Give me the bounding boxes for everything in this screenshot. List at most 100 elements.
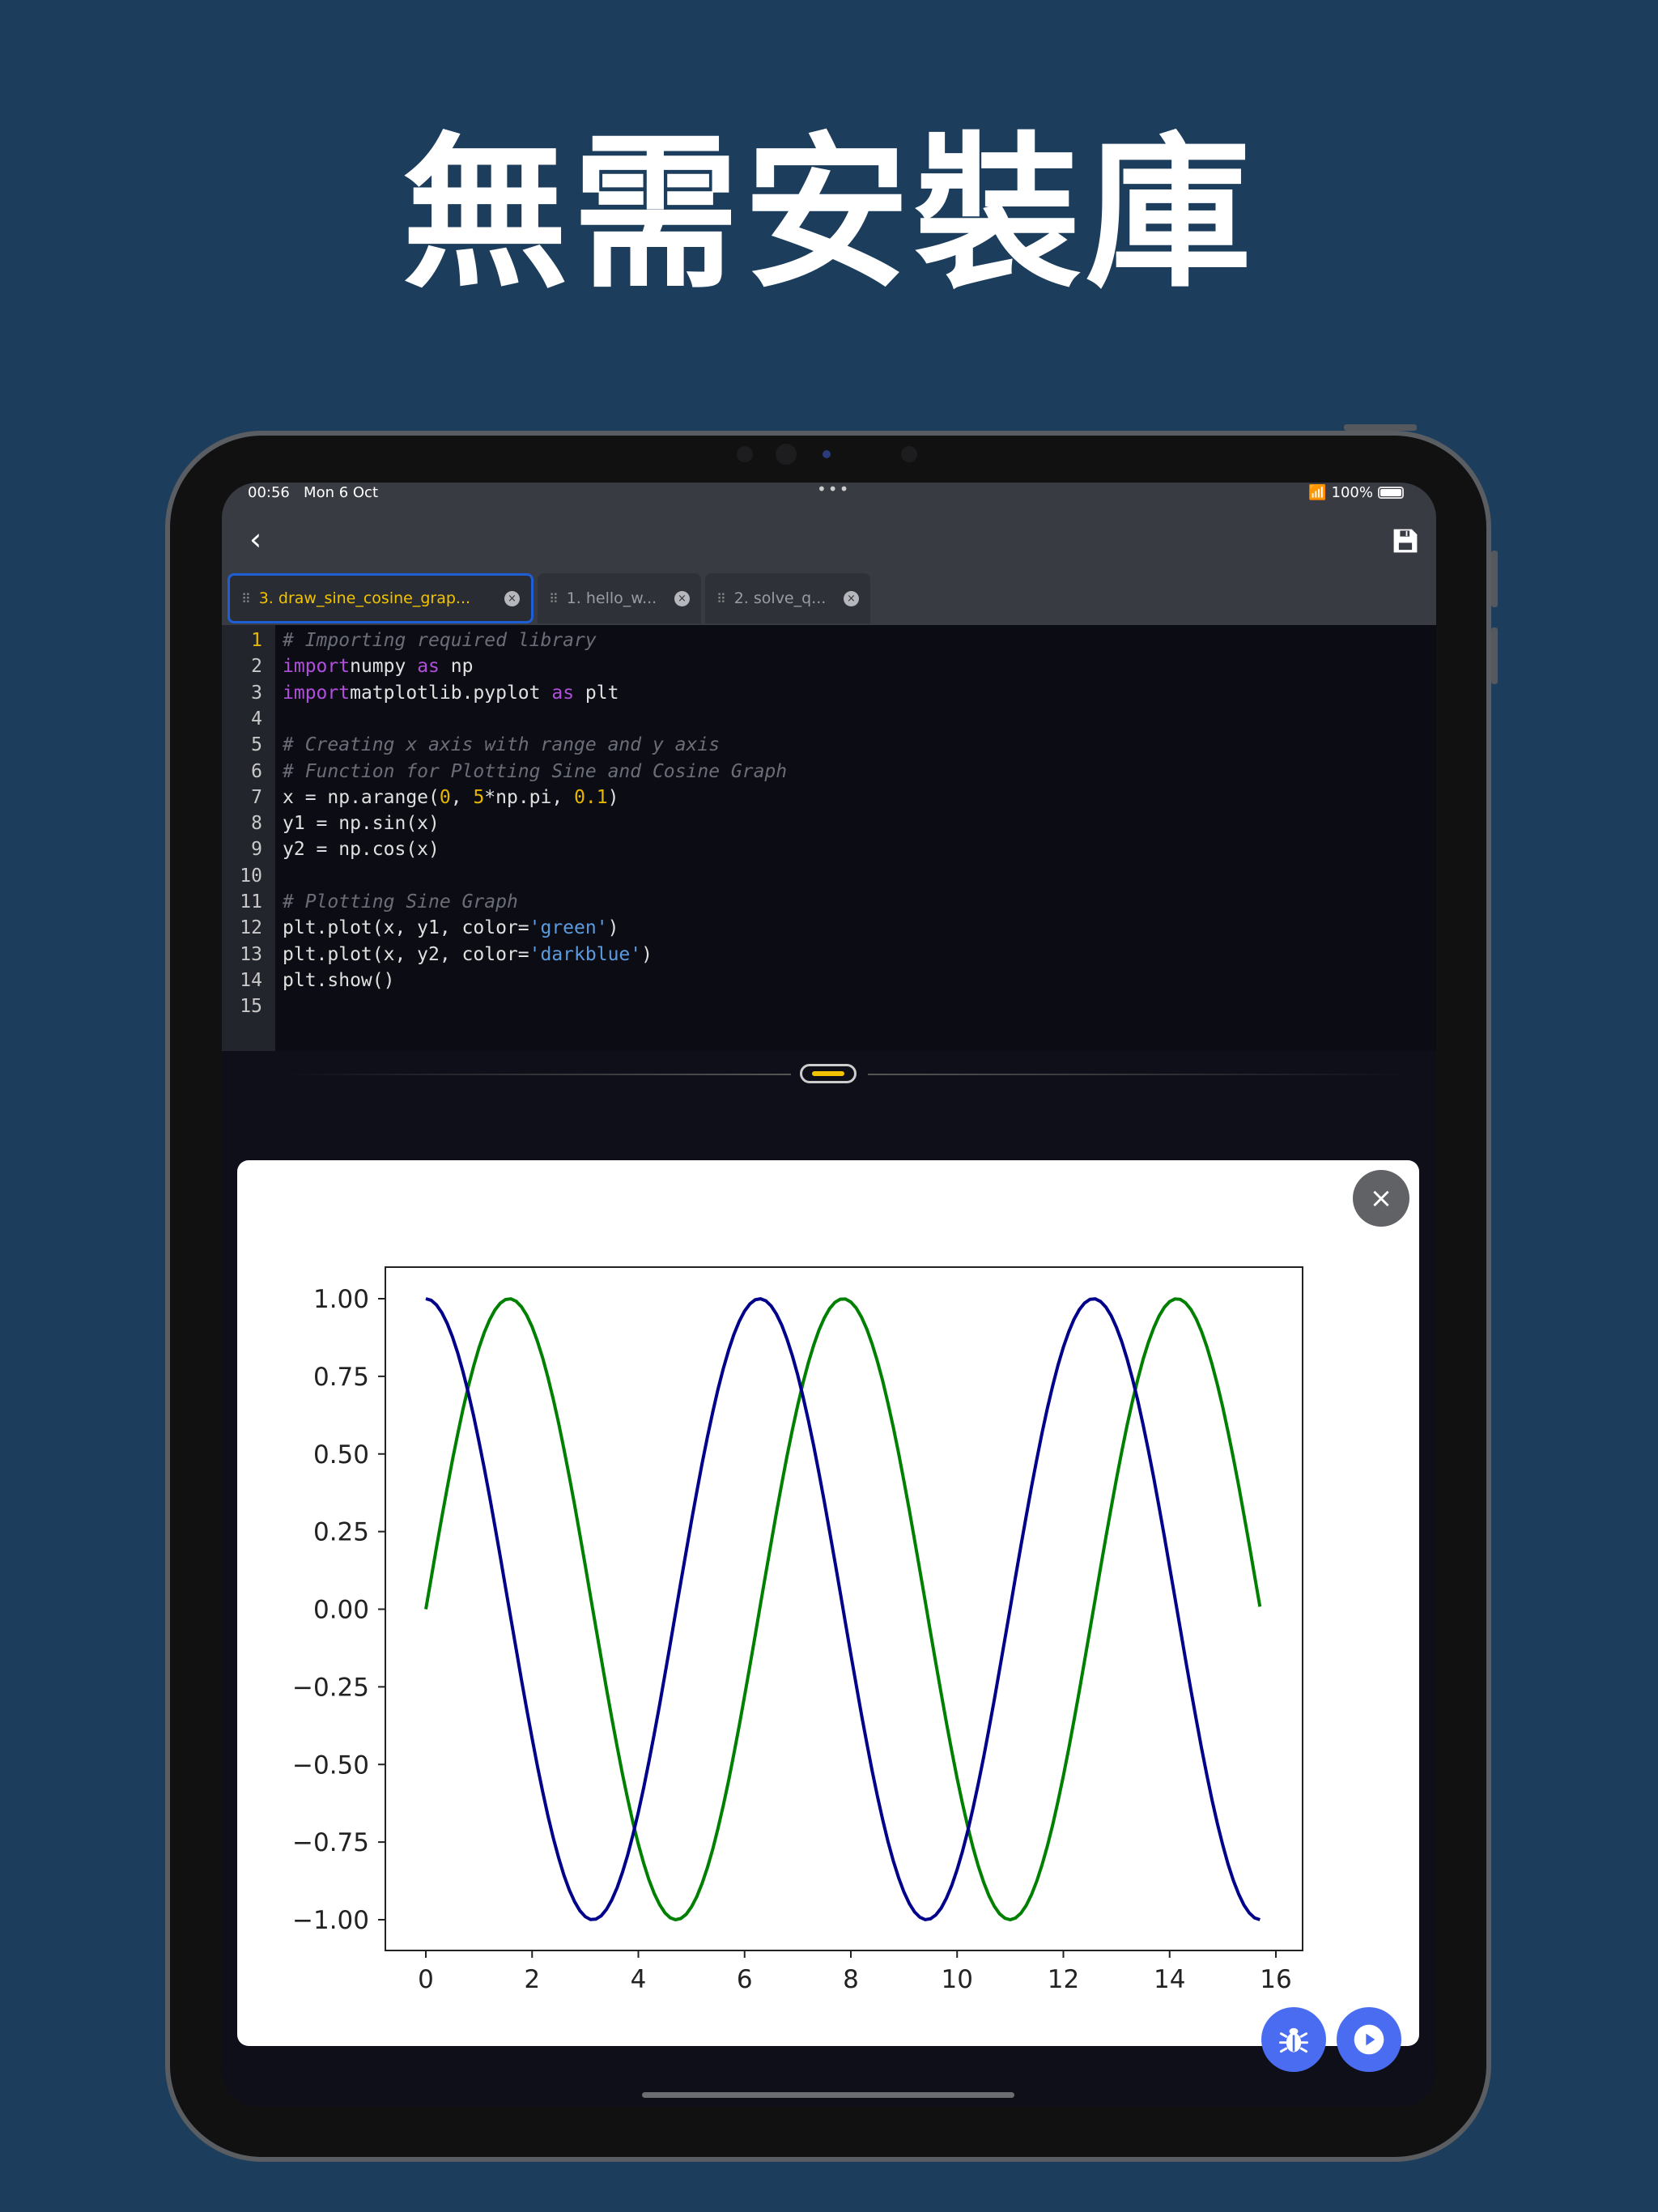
y-tick-label: −1.00 <box>292 1906 369 1935</box>
top-button <box>1344 424 1417 431</box>
code-token: # Creating x axis with range and y axis <box>283 734 721 756</box>
line-number: 5 <box>251 734 262 756</box>
code-line: # Creating x axis with range and y axis <box>283 734 720 755</box>
code-token: ) <box>607 917 619 939</box>
code-editor[interactable]: 1 # Importing required library 2 importnump… <box>222 625 1436 1051</box>
tab-label: 2. solve_q... <box>733 589 827 607</box>
y-tick-label: 0.25 <box>313 1518 369 1547</box>
code-token: 0 <box>439 786 451 808</box>
bug-icon <box>1279 2027 1308 2053</box>
line-number: 7 <box>251 786 262 808</box>
code-token: # Function for Plotting Sine and Cosine … <box>283 760 788 782</box>
divider <box>868 1074 1410 1075</box>
tab-close-icon[interactable]: × <box>844 590 859 606</box>
drag-handle-icon[interactable]: ⠿ <box>549 590 559 606</box>
camera-icon <box>776 444 797 465</box>
code-token: 5 <box>473 786 485 808</box>
tab-2[interactable]: ⠿ 1. hello_w... × <box>538 573 701 623</box>
tab-3[interactable]: ⠿ 2. solve_q... × <box>705 573 870 623</box>
code-token: *np.pi, <box>484 786 575 808</box>
x-tick-label: 10 <box>942 1965 973 1994</box>
save-button[interactable] <box>1391 526 1420 555</box>
line-number: 4 <box>251 708 262 730</box>
divider <box>283 1074 791 1075</box>
x-tick-label: 4 <box>631 1965 647 1994</box>
close-output-button[interactable]: × <box>1353 1170 1409 1227</box>
drag-handle-icon[interactable]: ⠿ <box>241 590 251 606</box>
code-token: import <box>283 682 351 704</box>
code-token: # Plotting Sine Graph <box>283 891 518 912</box>
code-token: 0.1 <box>574 786 608 808</box>
code-token: plt.plot(x, y2, color= <box>283 943 529 965</box>
sin-series-line <box>424 1297 1262 1922</box>
tab-label: 3. draw_sine_cosine_grap... <box>258 589 471 607</box>
code-line: plt.plot(x, y1, color='green') <box>283 917 619 938</box>
cos-series-line <box>425 1297 1261 1921</box>
code-line: x = np.arange(0, 5*np.pi, 0.1) <box>283 787 619 808</box>
tab-label: 1. hello_w... <box>566 589 657 607</box>
code-token: # Importing required library <box>283 630 597 651</box>
tab-close-icon[interactable]: × <box>504 590 520 606</box>
code-line: plt.show() <box>283 970 394 991</box>
floppy-disk-icon <box>1393 529 1418 553</box>
code-line: y1 = np.sin(x) <box>283 813 440 834</box>
code-token: import <box>283 656 351 678</box>
tab-close-icon[interactable]: × <box>674 590 690 606</box>
line-number: 11 <box>240 891 262 912</box>
sensor-icon <box>737 446 753 462</box>
multitask-dots-icon[interactable]: ••• <box>817 483 851 499</box>
file-tabs: ⠿ 3. draw_sine_cosine_grap... × ⠿ 1. hello_w… <box>227 573 870 623</box>
code-token: ) <box>641 943 653 965</box>
output-card: 0 2 4 6 8 10 12 14 16 1.00 0.75 0.50 0.25 0.00 −0.25 −0… <box>237 1160 1419 2046</box>
y-tick-label: −0.25 <box>292 1673 369 1702</box>
code-line: # Importing required library <box>283 630 597 651</box>
code-token: y1 = np.sin(x) <box>283 813 440 835</box>
line-number: 1 <box>251 630 262 651</box>
status-date: Mon 6 Oct <box>304 484 379 501</box>
home-indicator[interactable] <box>642 2092 1014 2098</box>
run-button[interactable] <box>1337 2007 1401 2072</box>
line-number: 12 <box>240 917 262 939</box>
y-tick-label: −0.50 <box>292 1750 369 1780</box>
status-time: 00:56 <box>248 484 290 501</box>
drag-handle-icon[interactable]: ⠿ <box>716 590 726 606</box>
code-token: np <box>439 656 474 678</box>
line-number: 15 <box>240 996 262 1018</box>
code-token: plt <box>574 682 619 704</box>
code-token: plt.show() <box>283 969 395 991</box>
code-token: plt.plot(x, y1, color= <box>283 917 529 939</box>
y-tick-label: −0.75 <box>292 1828 369 1857</box>
x-tick-label: 12 <box>1048 1965 1079 1994</box>
volume-up-button <box>1491 551 1498 607</box>
y-tick-label: 0.50 <box>313 1440 369 1470</box>
x-tick-label: 0 <box>418 1965 434 1994</box>
code-line: y2 = np.cos(x) <box>283 839 440 860</box>
screen: 00:56 Mon 6 Oct ••• 📶 100% ‹ ⠿ 3. draw_sin… <box>222 483 1436 2107</box>
wifi-icon: 📶 <box>1308 484 1327 501</box>
panel-resize-handle[interactable] <box>800 1064 857 1083</box>
line-number: 2 <box>251 656 262 678</box>
code-line: # Function for Plotting Sine and Cosine … <box>283 761 787 782</box>
line-number: 9 <box>251 839 262 861</box>
tab-1[interactable]: ⠿ 3. draw_sine_cosine_grap... × <box>227 573 534 623</box>
y-tick-label: 0.75 <box>313 1363 369 1392</box>
y-tick-label: 0.00 <box>313 1596 369 1625</box>
y-tick-label: 1.00 <box>313 1285 369 1314</box>
battery-percent: 100% <box>1331 484 1373 501</box>
code-token: x = np.arange( <box>283 786 440 808</box>
debug-button[interactable] <box>1261 2007 1326 2072</box>
code-token: 'darkblue' <box>529 943 642 965</box>
battery-icon <box>1378 487 1404 499</box>
line-number: 10 <box>240 865 262 887</box>
play-icon <box>1354 2024 1384 2055</box>
code-line: importmatplotlib.pyplot as plt <box>283 683 619 704</box>
line-gutter <box>222 625 275 1051</box>
back-button[interactable]: ‹ <box>249 521 261 557</box>
sine-cosine-chart: 0 2 4 6 8 10 12 14 16 1.00 0.75 0.50 0.25 0.00 −0.25 −0… <box>292 1266 1303 1994</box>
status-bar: 00:56 Mon 6 Oct ••• 📶 100% <box>222 483 1436 507</box>
code-token: , <box>450 786 474 808</box>
x-tick-label: 16 <box>1260 1965 1291 1994</box>
code-token: as <box>551 682 575 704</box>
sensor-icon <box>901 446 917 462</box>
volume-down-button <box>1491 627 1498 684</box>
